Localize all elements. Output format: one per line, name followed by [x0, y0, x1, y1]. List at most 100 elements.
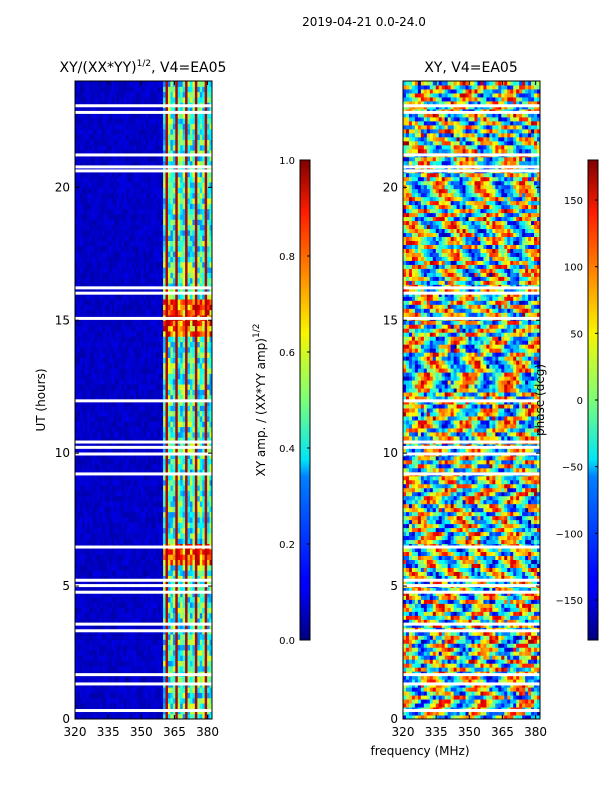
heatmap-cell [150, 495, 154, 502]
heatmap-cell [75, 458, 78, 465]
heatmap-cell [97, 607, 100, 614]
heatmap-cell [172, 559, 176, 566]
heatmap-cell [182, 400, 186, 406]
heatmap-cell [192, 442, 196, 449]
heatmap-cell [84, 437, 88, 444]
heatmap-cell [75, 283, 78, 289]
heatmap-cell [197, 394, 201, 401]
heatmap-cell [177, 490, 181, 497]
heatmap-cell [158, 400, 162, 406]
heatmap-cell [89, 426, 93, 433]
heatmap-cell [199, 283, 203, 289]
heatmap-cell [111, 495, 115, 502]
heatmap-cell [187, 325, 191, 332]
heatmap-cell [75, 336, 78, 343]
heatmap-cell [170, 389, 174, 396]
heatmap-cell [163, 453, 167, 459]
heatmap-cell [197, 421, 201, 428]
heatmap-cell [114, 256, 118, 263]
heatmap-cell [172, 655, 176, 662]
heatmap-cell [209, 309, 212, 316]
heatmap-cell [87, 713, 91, 719]
heatmap-cell [126, 245, 130, 252]
heatmap-cell [194, 389, 198, 396]
heatmap-cell [75, 559, 78, 566]
heatmap-cell [153, 479, 157, 486]
heatmap-cell [94, 713, 98, 719]
heatmap-cell [175, 575, 179, 582]
heatmap-cell [167, 384, 171, 390]
heatmap-cell [209, 676, 212, 683]
heatmap-cell [160, 692, 164, 699]
heatmap-cell [109, 649, 113, 656]
heatmap-cell [187, 336, 191, 343]
heatmap-cell [150, 591, 154, 598]
heatmap-cell [155, 697, 159, 704]
heatmap-cell [145, 330, 149, 337]
heatmap-cell [197, 660, 201, 667]
heatmap-cell [207, 346, 211, 353]
heatmap-cell [145, 437, 149, 444]
heatmap-cell [128, 474, 132, 481]
heatmap-cell [204, 687, 208, 693]
heatmap-cell [99, 341, 103, 348]
heatmap-cell [165, 293, 169, 300]
heatmap-cell [155, 330, 159, 337]
heatmap-cell [131, 564, 135, 571]
heatmap-cell [126, 511, 130, 518]
heatmap-cell [109, 346, 113, 353]
heatmap-cell [99, 575, 103, 582]
heatmap-cell [123, 591, 127, 598]
heatmap-cell [145, 431, 149, 438]
heatmap-cell [82, 368, 86, 374]
heatmap-cell [104, 341, 108, 348]
heatmap-cell [75, 469, 78, 475]
heatmap-cell [192, 655, 196, 662]
heatmap-cell [192, 378, 196, 385]
heatmap-cell [158, 490, 162, 497]
heatmap-cell [89, 400, 93, 406]
heatmap-cell [160, 511, 164, 518]
heatmap-cell [163, 309, 167, 316]
heatmap-cell [199, 602, 203, 608]
heatmap-cell [199, 261, 203, 268]
heatmap-cell [209, 251, 212, 257]
heatmap-cell [194, 479, 198, 486]
heatmap-cell [148, 272, 152, 279]
heatmap-cell [111, 655, 115, 662]
heatmap-cell [192, 410, 196, 417]
heatmap-cell [143, 298, 147, 305]
heatmap-cell [101, 394, 105, 401]
heatmap-cell [175, 384, 179, 390]
heatmap-cell [133, 607, 137, 614]
heatmap-cell [197, 442, 201, 449]
heatmap-cell [101, 676, 105, 683]
heatmap-cell [170, 676, 174, 683]
heatmap-cell [185, 384, 189, 390]
heatmap-cell [172, 362, 176, 369]
heatmap-cell [209, 665, 212, 672]
heatmap-cell [180, 463, 184, 470]
heatmap-cell [177, 506, 181, 513]
heatmap-cell [207, 586, 211, 592]
heatmap-cell [141, 511, 144, 518]
heatmap-cell [82, 511, 86, 518]
heatmap-cell [167, 245, 171, 252]
heatmap-cell [89, 405, 93, 412]
heatmap-cell [109, 469, 113, 475]
heatmap-cell [136, 474, 140, 481]
heatmap-cell [177, 405, 181, 412]
heatmap-cell [158, 703, 162, 709]
heatmap-cell [89, 309, 93, 316]
heatmap-cell [207, 655, 211, 662]
heatmap-cell [165, 612, 169, 619]
heatmap-cell [160, 639, 164, 646]
heatmap-cell [138, 495, 142, 502]
heatmap-cell [163, 522, 167, 529]
heatmap-cell [87, 288, 91, 295]
heatmap-cell [97, 559, 100, 566]
heatmap-cell [119, 506, 122, 513]
heatmap-cell [153, 400, 157, 406]
heatmap-cell [207, 538, 211, 545]
heatmap-cell [199, 633, 203, 640]
